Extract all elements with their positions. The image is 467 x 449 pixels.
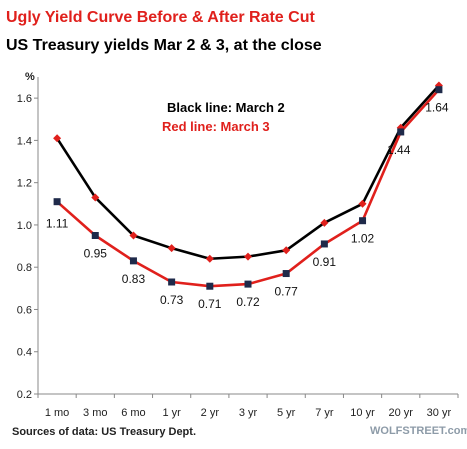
x-tick-label: 20 yr bbox=[388, 407, 413, 419]
y-tick-label: 1.4 bbox=[17, 135, 32, 147]
data-label-march-3: 1.11 bbox=[46, 217, 69, 231]
data-label-march-3: 1.02 bbox=[351, 232, 375, 246]
point-march-3 bbox=[206, 282, 214, 290]
x-tick-label: 7 yr bbox=[315, 407, 334, 419]
x-tick-label: 3 yr bbox=[239, 407, 258, 419]
point-march-3 bbox=[397, 128, 405, 136]
chart-title: Ugly Yield Curve Before & After Rate Cut bbox=[6, 9, 315, 26]
point-march-2 bbox=[244, 252, 252, 261]
point-march-2 bbox=[91, 193, 100, 202]
data-label-march-3: 1.44 bbox=[387, 143, 411, 157]
y-tick-label: 0.6 bbox=[17, 304, 32, 316]
y-axis-unit-label: % bbox=[25, 71, 35, 83]
axes: 0.2 0.4 0.6 0.8 1.0 1.2 1.4 1.6 1 mo 3 mo 6 mo 1 yr… bbox=[17, 77, 459, 419]
legend-march-2: Black line: March 2 bbox=[167, 100, 285, 115]
x-tick-label: 1 yr bbox=[162, 407, 181, 419]
x-tick-label: 5 yr bbox=[277, 407, 296, 419]
y-tick-label: 1.6 bbox=[17, 93, 32, 105]
point-march-2 bbox=[358, 199, 367, 208]
data-label-march-3: 0.91 bbox=[313, 255, 337, 269]
point-march-3 bbox=[244, 280, 252, 288]
point-march-2 bbox=[53, 134, 62, 143]
point-march-3 bbox=[53, 198, 61, 206]
source-note: Sources of data: US Treasury Dept. bbox=[12, 426, 196, 438]
point-march-3 bbox=[359, 217, 367, 225]
y-tick-label: 0.4 bbox=[17, 347, 32, 359]
point-march-2 bbox=[205, 254, 214, 263]
y-tick-label: 1.2 bbox=[17, 178, 32, 190]
x-tick-label: 3 mo bbox=[83, 407, 107, 419]
x-tick-label: 2 yr bbox=[201, 407, 220, 419]
y-tick-label: 1.0 bbox=[17, 220, 32, 232]
data-label-march-3: 0.71 bbox=[198, 297, 222, 311]
point-march-3 bbox=[435, 86, 443, 94]
data-label-march-3: 0.73 bbox=[160, 293, 184, 307]
data-label-march-3: 1.64 bbox=[425, 101, 449, 115]
x-tick-label: 6 mo bbox=[121, 407, 145, 419]
watermark: WOLFSTREET.com bbox=[370, 425, 467, 437]
y-tick-label: 0.2 bbox=[17, 389, 32, 401]
point-march-2 bbox=[282, 246, 291, 255]
point-march-3 bbox=[282, 270, 290, 278]
y-tick-label: 0.8 bbox=[17, 262, 32, 274]
data-label-march-3: 0.83 bbox=[122, 272, 146, 286]
data-label-march-3: 0.77 bbox=[275, 285, 299, 299]
data-labels-layer: 1.11 0.95 0.83 0.73 0.71 0.72 0.77 0.91 1.02 1.44… bbox=[46, 101, 449, 312]
x-tick-label: 1 mo bbox=[45, 407, 69, 419]
series-layer bbox=[53, 81, 443, 290]
data-label-march-3: 0.72 bbox=[236, 295, 260, 309]
point-march-3 bbox=[129, 257, 137, 265]
point-march-3 bbox=[168, 278, 176, 286]
point-march-3 bbox=[320, 240, 328, 248]
point-march-2 bbox=[167, 244, 176, 253]
data-label-march-3: 0.95 bbox=[84, 247, 108, 261]
chart-subtitle: US Treasury yields Mar 2 & 3, at the clo… bbox=[6, 37, 322, 54]
point-march-2 bbox=[320, 218, 329, 227]
point-march-3 bbox=[91, 232, 99, 239]
x-tick-label: 10 yr bbox=[350, 407, 375, 419]
point-march-2 bbox=[129, 231, 138, 240]
legend-march-3: Red line: March 3 bbox=[162, 119, 270, 134]
x-tick-label: 30 yr bbox=[427, 407, 452, 419]
